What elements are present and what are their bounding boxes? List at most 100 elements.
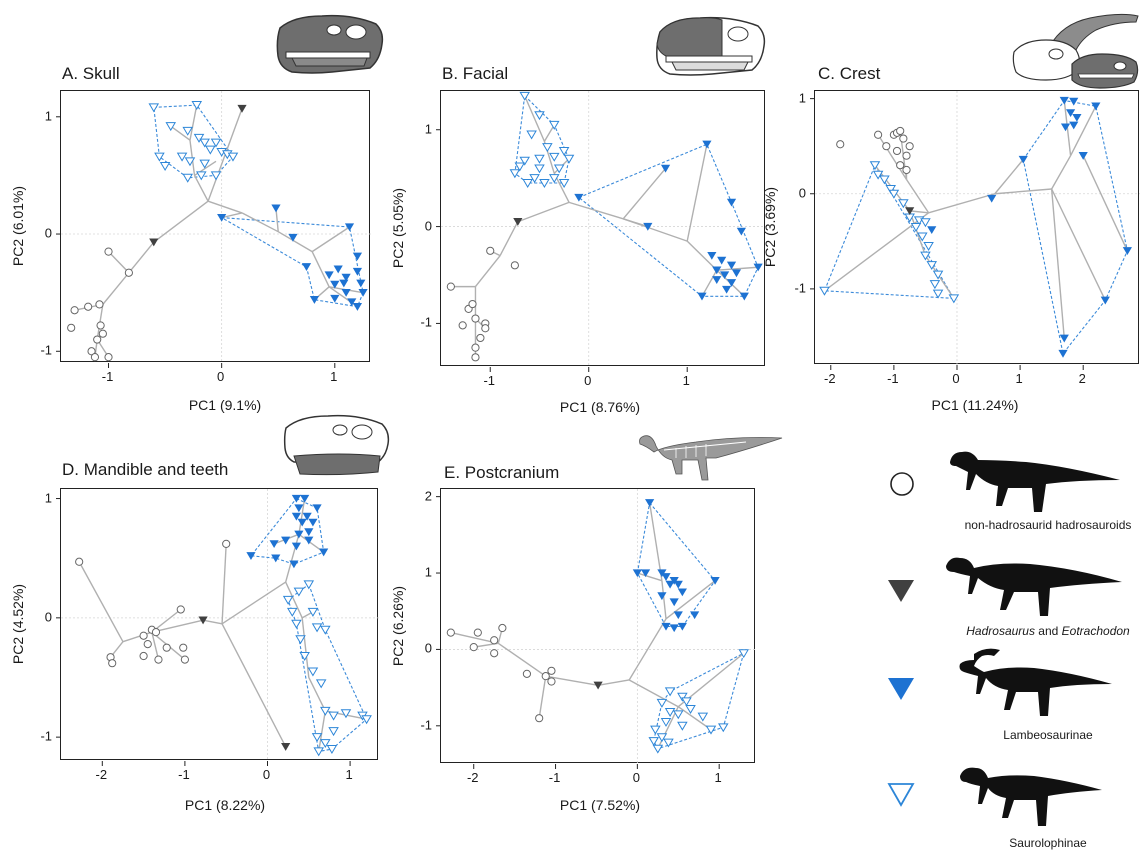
data-point-circle — [896, 126, 905, 136]
data-point-open-triangle — [196, 171, 207, 181]
data-point-open-triangle — [563, 154, 575, 164]
data-point-dark-triangle — [149, 238, 159, 247]
data-point-filled-triangle — [1065, 109, 1076, 118]
data-point-open-triangle — [193, 133, 205, 143]
legend-label-hadrosaurus-and: and — [1034, 624, 1062, 638]
data-point-filled-triangle — [712, 266, 722, 275]
data-point-circle — [446, 282, 455, 291]
data-point-open-triangle — [558, 178, 570, 188]
tree-branch — [545, 675, 599, 687]
panel-d-title: D. Mandible and teeth — [62, 460, 229, 479]
data-point-dark-triangle — [513, 218, 523, 226]
legend-lambeosaurinae: Lambeosaurinae — [870, 644, 1140, 744]
data-point-filled-triangle — [661, 622, 671, 631]
x-tick-label: 1 — [682, 373, 690, 388]
data-point-open-triangle — [926, 261, 938, 271]
legend-hadrosaurus: Hadrosaurus and Eotrachodon — [870, 548, 1140, 648]
data-point-open-triangle — [672, 710, 684, 720]
data-point-circle — [75, 557, 84, 566]
data-point-open-triangle — [165, 122, 177, 132]
data-point-open-triangle — [923, 242, 934, 252]
tree-branch — [1051, 188, 1106, 301]
data-point-open-triangle — [888, 189, 900, 199]
hull-lambeo — [636, 501, 716, 628]
filled-triangle-symbol-icon — [888, 678, 914, 700]
data-point-circle — [522, 669, 532, 678]
data-point-circle — [892, 146, 902, 156]
data-point-circle — [154, 655, 163, 664]
hull-lambeo — [249, 497, 325, 565]
tree-branch — [308, 677, 326, 712]
data-point-open-triangle — [681, 697, 692, 707]
data-point-open-triangle — [303, 580, 315, 590]
data-point-filled-triangle — [291, 494, 302, 503]
iguanodont-silhouette-icon — [950, 451, 1120, 512]
data-point-circle — [179, 643, 188, 652]
data-point-filled-triangle — [309, 296, 320, 304]
tree-branch — [497, 642, 547, 677]
tree-branch — [275, 208, 279, 232]
saurolophine-silhouette-icon — [960, 767, 1102, 826]
data-point-open-triangle — [159, 162, 171, 171]
data-point-filled-triangle — [660, 164, 671, 173]
data-point-filled-triangle — [288, 233, 298, 242]
tree-branch — [78, 561, 124, 643]
tree-branch — [543, 124, 555, 142]
data-point-filled-triangle — [669, 598, 679, 607]
panel-d-plot — [56, 488, 379, 766]
data-point-open-triangle — [210, 171, 222, 181]
data-point-circle — [108, 659, 117, 668]
y-tick-label: -1 — [40, 728, 52, 744]
data-point-filled-triangle — [712, 276, 722, 284]
data-point-filled-triangle — [308, 518, 318, 527]
data-point-open-triangle — [320, 739, 331, 749]
data-point-filled-triangle — [319, 548, 329, 557]
data-point-filled-triangle — [352, 252, 363, 261]
data-point-open-triangle — [311, 733, 323, 743]
data-point-filled-triangle — [301, 263, 312, 272]
data-point-filled-triangle — [291, 542, 302, 551]
data-point-open-triangle — [326, 745, 338, 755]
data-point-filled-triangle — [673, 580, 683, 589]
tree-branch — [622, 168, 667, 220]
tree-branch — [221, 212, 243, 219]
lambeosaur-silhouette-icon — [959, 648, 1112, 716]
tree-branch — [298, 498, 306, 535]
data-point-open-triangle — [664, 708, 676, 718]
data-point-filled-triangle — [739, 292, 749, 301]
tree-branch — [318, 710, 327, 752]
data-point-filled-triangle — [643, 222, 653, 231]
tree-branch — [524, 95, 546, 142]
data-point-circle — [143, 639, 152, 649]
x-tick-label: -1 — [483, 373, 496, 388]
data-point-open-triangle — [656, 733, 668, 743]
tree-branch — [657, 706, 679, 750]
data-point-open-triangle — [652, 744, 664, 754]
tree-branch — [277, 231, 313, 253]
tree-branch — [994, 188, 1052, 195]
data-point-filled-triangle — [269, 540, 279, 549]
legend-non-hadrosaurid: non-hadrosaurid hadrosauroids — [870, 440, 1140, 540]
legend-label-saurolophinae: Saurolophinae — [1009, 836, 1087, 850]
data-point-filled-triangle — [657, 592, 667, 601]
data-point-open-triangle — [548, 120, 560, 130]
data-point-circle — [90, 353, 100, 362]
data-point-open-triangle — [819, 286, 830, 296]
data-point-open-triangle — [697, 712, 709, 722]
data-point-open-triangle — [282, 595, 294, 605]
data-point-circle — [547, 666, 556, 675]
data-point-circle — [84, 302, 93, 311]
tree-branch — [568, 201, 624, 220]
data-point-open-triangle — [534, 154, 545, 164]
panel-a-ylabel: PC2 (6.01%) — [10, 185, 26, 267]
data-point-open-triangle — [534, 164, 545, 174]
data-point-filled-triangle — [717, 256, 727, 265]
tree-branch — [909, 210, 929, 214]
open-circle-symbol-icon — [890, 472, 914, 496]
data-point-filled-triangle — [289, 560, 299, 569]
tree-branch — [1050, 188, 1065, 339]
data-point-circle — [67, 323, 76, 332]
data-point-filled-triangle — [753, 263, 763, 272]
data-point-filled-triangle — [358, 288, 368, 297]
data-point-dark-triangle — [198, 616, 208, 625]
